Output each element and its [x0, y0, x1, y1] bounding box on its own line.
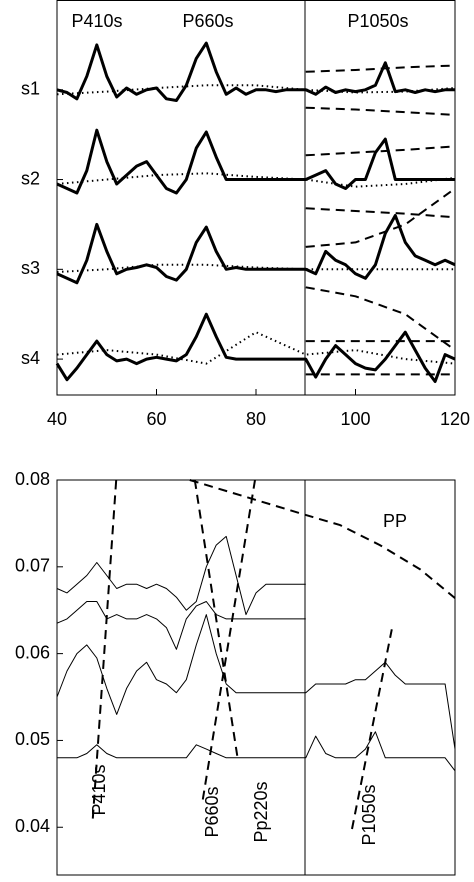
y-tick-label: 0.04	[15, 816, 50, 836]
trace	[305, 145, 456, 157]
trace	[56, 128, 455, 195]
phase-label: PP	[383, 511, 407, 531]
x-tick-label: 60	[146, 409, 166, 429]
y-tick-label: 0.08	[15, 469, 50, 489]
phase-label: P410s	[89, 764, 109, 815]
trace	[305, 207, 456, 219]
phase-label: Pp220s	[251, 781, 271, 842]
trace	[56, 41, 455, 102]
trace	[201, 479, 256, 800]
trace	[91, 479, 118, 819]
bottom-frame	[56, 479, 456, 876]
trace	[56, 214, 456, 285]
x-tick-label: 40	[47, 409, 67, 429]
trace	[55, 312, 456, 383]
trace	[305, 187, 456, 248]
y-tick-label: s3	[21, 258, 40, 278]
trace	[189, 479, 456, 599]
y-tick-label: s4	[21, 348, 40, 368]
annotation: P660s	[182, 11, 233, 31]
trace	[351, 629, 393, 830]
x-tick-label: 120	[440, 409, 470, 429]
x-tick-label: 80	[246, 409, 266, 429]
x-tick-label: 100	[340, 409, 370, 429]
trace	[56, 614, 456, 750]
trace	[305, 286, 456, 351]
trace	[56, 601, 306, 650]
phase-label: P660s	[202, 786, 222, 837]
y-tick-label: 0.06	[15, 642, 50, 662]
annotation: P410s	[71, 11, 122, 31]
y-tick-label: s1	[21, 79, 40, 99]
trace	[56, 535, 306, 616]
y-tick-label: s2	[21, 168, 40, 188]
top-frame	[56, 0, 456, 396]
phase-label: P1050s	[359, 784, 379, 845]
trace	[305, 106, 456, 116]
y-tick-label: 0.07	[15, 556, 50, 576]
y-tick-label: 0.05	[15, 729, 50, 749]
trace	[193, 479, 240, 762]
trace	[56, 84, 456, 96]
trace	[305, 64, 456, 73]
trace	[57, 731, 456, 772]
annotation: P1050s	[347, 11, 408, 31]
